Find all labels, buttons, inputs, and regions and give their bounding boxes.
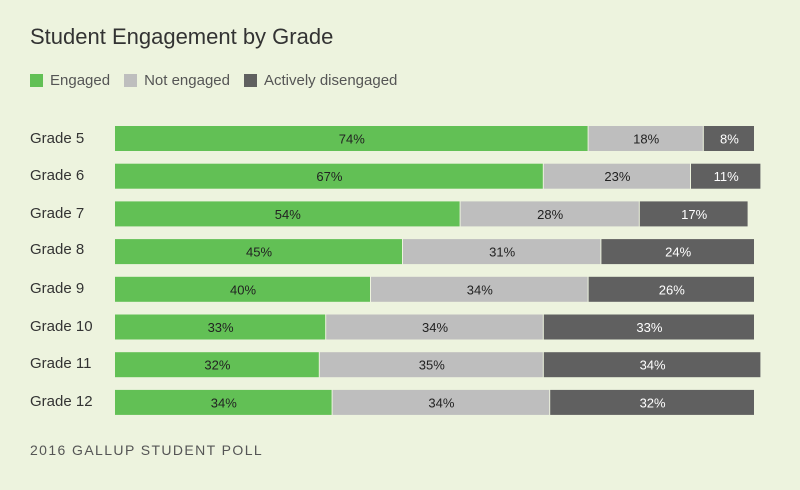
bar-grade-7-not-engaged — [460, 201, 639, 227]
bar-grade-6-engaged — [115, 163, 543, 189]
legend-item-engaged: Engaged — [30, 72, 110, 89]
bar-grade-12-actively-disengaged — [550, 389, 754, 415]
legend-swatch-actively-disengaged — [243, 73, 257, 87]
value-label-grade-7-engaged: 54% — [275, 207, 301, 222]
value-label-grade-5-engaged: 74% — [339, 132, 365, 147]
bar-grade-10-engaged — [115, 314, 326, 340]
value-label-grade-10-engaged: 33% — [208, 320, 234, 335]
bar-grade-9-not-engaged — [371, 276, 588, 302]
value-label-grade-10-actively-disengaged: 33% — [636, 320, 662, 335]
bar-grade-9-engaged — [115, 276, 370, 302]
legend-label-actively-disengaged: Actively disengaged — [263, 71, 398, 89]
legend-item-not-engaged: Not engaged — [124, 72, 230, 89]
value-label-grade-7-not-engaged: 28% — [537, 207, 563, 222]
value-label-grade-12-engaged: 34% — [211, 395, 237, 410]
bar-grade-12-not-engaged — [332, 389, 550, 415]
category-label-grade-11: Grade 11 — [30, 355, 92, 372]
value-label-grade-5-actively-disengaged: 8% — [720, 132, 739, 147]
value-label-grade-6-engaged: 67% — [316, 169, 342, 184]
bar-grade-11-engaged — [115, 352, 319, 378]
chart-legend: Engaged Not engaged Actively disengaged — [30, 70, 411, 90]
bar-grade-9-actively-disengaged — [588, 276, 754, 302]
legend-item-actively-disengaged: Actively disengaged — [243, 71, 398, 89]
value-label-grade-12-not-engaged: 34% — [428, 395, 454, 410]
value-label-grade-12-actively-disengaged: 32% — [640, 395, 666, 410]
category-label-grade-6: Grade 6 — [30, 167, 85, 184]
bar-grade-7-actively-disengaged — [639, 201, 748, 227]
bar-grade-8-engaged — [115, 239, 402, 265]
value-label-grade-6-actively-disengaged: 11% — [714, 169, 739, 184]
bar-grade-5-actively-disengaged — [703, 126, 754, 151]
bar-grade-8-not-engaged — [403, 239, 601, 265]
chart-title: Student Engagement by Grade — [30, 24, 334, 49]
value-label-grade-10-not-engaged: 34% — [422, 320, 448, 335]
value-label-grade-8-engaged: 45% — [246, 245, 272, 260]
bar-grade-5-not-engaged — [588, 126, 703, 151]
bar-grade-11-not-engaged — [319, 352, 543, 378]
source-footer: 2016 GALLUP STUDENT POLL — [30, 442, 264, 458]
bar-grade-8-actively-disengaged — [601, 239, 754, 265]
value-label-grade-11-actively-disengaged: 34% — [640, 358, 666, 373]
value-label-grade-8-actively-disengaged: 24% — [665, 245, 691, 260]
value-label-grade-7-actively-disengaged: 17% — [681, 207, 707, 222]
bar-grade-7-engaged — [115, 201, 460, 227]
category-label-grade-8: Grade 8 — [30, 241, 85, 258]
value-label-grade-6-not-engaged: 23% — [604, 169, 630, 184]
value-label-grade-8-not-engaged: 31% — [489, 245, 515, 260]
legend-label-not-engaged: Not engaged — [144, 71, 230, 89]
category-label-grade-10: Grade 10 — [30, 318, 93, 335]
bar-grade-12-engaged — [115, 389, 332, 415]
bar-grade-6-actively-disengaged — [691, 163, 761, 189]
category-label-grade-9: Grade 9 — [30, 280, 85, 297]
value-label-grade-9-engaged: 40% — [230, 282, 256, 297]
value-label-grade-9-actively-disengaged: 26% — [659, 282, 685, 297]
bar-grade-10-actively-disengaged — [543, 314, 754, 340]
legend-label-engaged: Engaged — [50, 71, 111, 89]
value-label-grade-5-not-engaged: 18% — [633, 132, 659, 147]
category-label-grade-7: Grade 7 — [30, 205, 85, 222]
value-label-grade-9-not-engaged: 34% — [467, 282, 493, 297]
legend-swatch-not-engaged — [124, 73, 138, 87]
bar-grade-11-actively-disengaged — [543, 352, 761, 378]
bar-grade-6-not-engaged — [543, 163, 690, 189]
value-label-grade-11-not-engaged: 35% — [419, 358, 445, 373]
category-label-grade-5: Grade 5 — [30, 130, 85, 147]
value-label-grade-11-engaged: 32% — [204, 358, 230, 373]
category-label-grade-12: Grade 12 — [30, 393, 93, 410]
legend-swatch-engaged — [30, 73, 43, 87]
bar-grade-5-engaged — [115, 126, 588, 151]
bar-grade-10-not-engaged — [326, 314, 543, 340]
